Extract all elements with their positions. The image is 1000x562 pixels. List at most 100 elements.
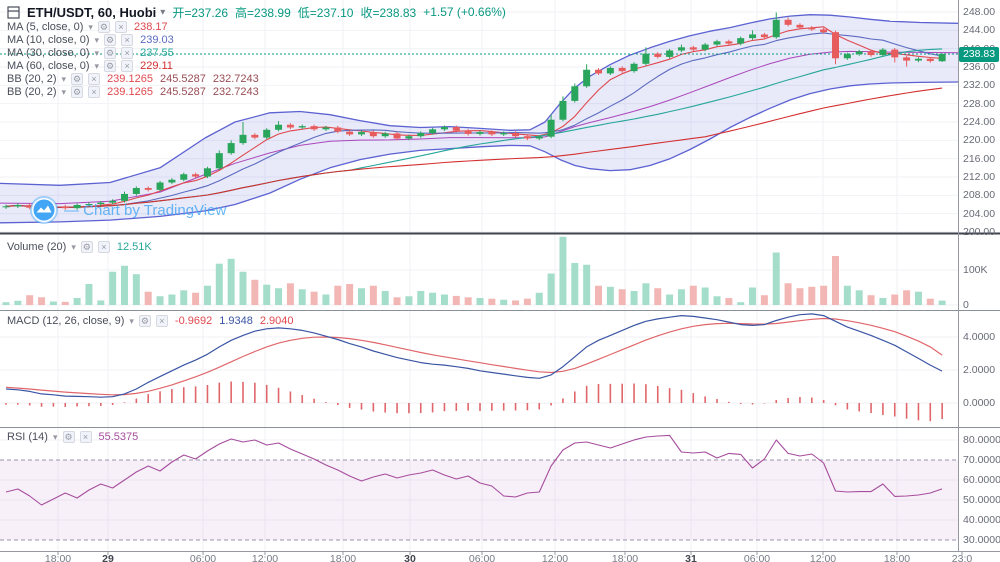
watermark-dash: —	[64, 201, 79, 219]
chevron-down-icon[interactable]: ▾	[52, 431, 58, 442]
indicator-value: 245.5287	[159, 86, 206, 98]
close-icon[interactable]: ×	[97, 241, 110, 253]
indicator-row-ma5[interactable]: MA (5, close, 0) ▾ ⚙ × 238.17	[7, 21, 259, 33]
indicator-label[interactable]: MA (60, close, 0)	[7, 60, 90, 72]
time-axis[interactable]	[0, 551, 1000, 562]
settings-icon[interactable]: ⚙	[62, 431, 75, 443]
time-tick-label: 18:00	[329, 553, 357, 562]
indicator-label[interactable]: BB (20, 2)	[7, 86, 57, 98]
indicator-label[interactable]: MA (30, close, 0)	[7, 47, 90, 59]
chevron-down-icon[interactable]: ▾	[94, 47, 100, 58]
watermark-text[interactable]: — Chart by TradingView	[64, 202, 226, 219]
close-icon[interactable]: ×	[121, 47, 134, 59]
indicator-value: 245.5287	[159, 73, 206, 85]
close-icon[interactable]: ×	[79, 431, 92, 443]
indicator-row-ma60[interactable]: MA (60, close, 0) ▾ ⚙ × 229.11	[7, 60, 259, 72]
chevron-down-icon[interactable]: ▾	[94, 34, 100, 45]
indicator-value: 232.7243	[212, 73, 259, 85]
settings-icon[interactable]: ⚙	[104, 34, 117, 46]
macd-lines	[5, 313, 943, 398]
tradingview-logo-icon[interactable]	[30, 196, 58, 224]
indicator-row-ma30[interactable]: MA (30, close, 0) ▾ ⚙ × 237.55	[7, 47, 259, 59]
volume-bars	[2, 236, 946, 305]
settings-icon[interactable]: ⚙	[138, 315, 151, 327]
ohlc-open: 开=237.26	[172, 5, 229, 20]
time-tick-label: 18:00	[44, 553, 72, 562]
chevron-down-icon[interactable]: ▾	[61, 73, 67, 84]
time-tick-label: 06:00	[743, 553, 771, 562]
price-tick-label: 208.00	[963, 189, 996, 202]
indicator-value: 237.55	[140, 47, 174, 59]
close-icon[interactable]: ×	[121, 34, 134, 46]
indicator-label[interactable]: MACD (12, 26, close, 9)	[7, 315, 125, 327]
axis-ticks	[57, 551, 963, 555]
indicator-value: 1.9348	[219, 315, 253, 327]
settings-icon[interactable]: ⚙	[97, 21, 110, 33]
settings-icon[interactable]: ⚙	[104, 60, 117, 72]
close-icon[interactable]: ×	[88, 73, 101, 85]
settings-icon[interactable]: ⚙	[80, 241, 93, 253]
settings-icon[interactable]: ⚙	[71, 73, 84, 85]
price-tick-label: 200.00	[963, 226, 996, 238]
indicator-row-ma10[interactable]: MA (10, close, 0) ▾ ⚙ × 239.03	[7, 34, 259, 46]
ohlc-low: 低=237.10	[297, 5, 354, 20]
indicator-row-macd[interactable]: MACD (12, 26, close, 9) ▾ ⚙ × -0.9692 1.…	[7, 315, 294, 327]
chevron-down-icon[interactable]: ▾	[129, 315, 134, 326]
indicator-row-bb1[interactable]: BB (20, 2) ▾ ⚙ × 239.1265 245.5287 232.7…	[7, 73, 259, 85]
price-tick-label: 228.00	[963, 97, 996, 110]
indicator-value: 2.9040	[259, 315, 294, 327]
time-tick-label: 18:00	[611, 553, 639, 562]
chevron-down-icon[interactable]: ▾	[94, 60, 100, 71]
chevron-down-icon[interactable]: ▾	[71, 241, 76, 252]
rsi-tick-label: 60.0000	[963, 474, 1000, 486]
volume-tick-label: 0	[963, 299, 969, 311]
indicator-value: 12.51K	[116, 241, 152, 253]
indicator-label[interactable]: RSI (14)	[7, 431, 48, 443]
grid-lines	[0, 0, 958, 551]
indicator-label[interactable]: BB (20, 2)	[7, 73, 57, 85]
indicator-label[interactable]: MA (5, close, 0)	[7, 21, 84, 33]
indicator-label[interactable]: MA (10, close, 0)	[7, 34, 90, 46]
chevron-down-icon[interactable]: ▾	[88, 21, 93, 32]
rsi-tick-label: 40.0000	[963, 514, 1000, 526]
price-tick-label: 232.00	[963, 79, 996, 92]
chart-layout-icon[interactable]	[7, 5, 20, 19]
indicator-value: 232.7243	[212, 86, 259, 98]
macd-histogram	[5, 381, 943, 422]
watermark-label: Chart by TradingView	[83, 201, 227, 219]
macd-tick-label: 0.0000	[963, 397, 996, 409]
indicator-label[interactable]: Volume (20)	[7, 241, 67, 253]
moving-averages	[5, 26, 943, 209]
symbol-title[interactable]: ETH/USDT, 60, Huobi	[27, 4, 157, 20]
indicator-value: 55.5375	[98, 431, 139, 443]
settings-icon[interactable]: ⚙	[104, 47, 117, 59]
volume-pane-legend: Volume (20) ▾ ⚙ × 12.51K	[7, 241, 152, 253]
close-icon[interactable]: ×	[121, 60, 134, 72]
chart-header: ETH/USDT, 60, Huobi ▾ 开=237.26 高=238.99 …	[7, 3, 506, 21]
macd-tick-label: 2.0000	[963, 364, 996, 376]
volume-tick-label: 100K	[963, 264, 988, 276]
symbol-caret-icon[interactable]: ▾	[160, 6, 166, 18]
ohlc-close: 收=238.83	[360, 5, 417, 20]
indicator-row-rsi[interactable]: RSI (14) ▾ ⚙ × 55.5375	[7, 431, 138, 443]
rsi-band	[0, 459, 958, 541]
indicator-row-bb2[interactable]: BB (20, 2) ▾ ⚙ × 239.1265 245.5287 232.7…	[7, 86, 259, 98]
indicator-row-volume[interactable]: Volume (20) ▾ ⚙ × 12.51K	[7, 241, 152, 253]
close-icon[interactable]: ×	[114, 21, 127, 33]
price-tick-label: 248.00	[963, 6, 996, 18]
close-icon[interactable]: ×	[88, 86, 101, 98]
indicator-value: 239.1265	[107, 86, 153, 98]
indicator-value: -0.9692	[174, 315, 213, 327]
macd-tick-label: 4.0000	[963, 331, 996, 343]
time-tick-label: 18:00	[883, 553, 911, 562]
price-tick-label: 236.00	[963, 61, 996, 73]
chevron-down-icon[interactable]: ▾	[61, 86, 67, 97]
close-icon[interactable]: ×	[155, 315, 168, 327]
settings-icon[interactable]: ⚙	[71, 86, 84, 98]
rsi-tick-label: 30.0000	[963, 534, 1000, 546]
rsi-tick-label: 50.0000	[963, 494, 1000, 506]
tradingview-watermark[interactable]: — Chart by TradingView	[30, 196, 226, 224]
price-tick-label: 220.00	[963, 134, 996, 147]
